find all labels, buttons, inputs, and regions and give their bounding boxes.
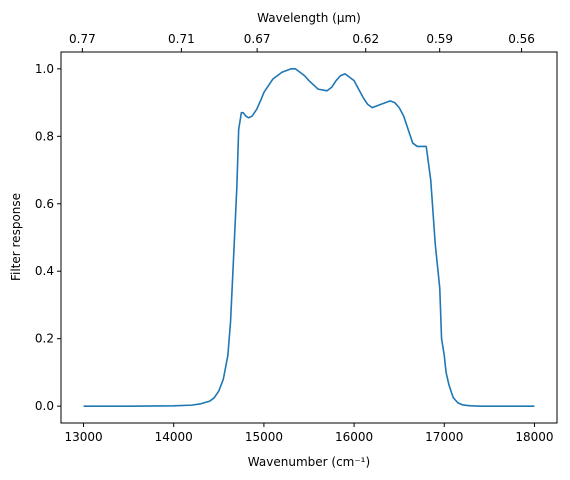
top-tick-label: 0.71	[168, 32, 195, 46]
x-axis-label: Wavenumber (cm⁻¹)	[248, 455, 370, 469]
x-tick-label: 16000	[335, 430, 373, 444]
x-tick-label: 14000	[155, 430, 193, 444]
series-line	[83, 68, 535, 407]
y-tick-label: 0.2	[35, 332, 54, 346]
top-tick-label: 0.59	[426, 32, 453, 46]
top-tick-label: 0.56	[508, 32, 535, 46]
top-x-axis: 0.77 0.71 0.67 0.62 0.59 0.56	[69, 32, 535, 52]
x-tick-label: 15000	[245, 430, 283, 444]
y-tick-label: 0.8	[35, 129, 54, 143]
y-axis-label: Filter response	[9, 193, 23, 281]
top-tick-label: 0.62	[352, 32, 379, 46]
plot-area	[83, 68, 535, 407]
y-tick-label: 0.6	[35, 197, 54, 211]
y-tick-label: 1.0	[35, 62, 54, 76]
top-x-axis-label: Wavelength (μm)	[257, 11, 361, 25]
top-tick-label: 0.67	[244, 32, 271, 46]
top-tick-label: 0.77	[69, 32, 96, 46]
bottom-x-axis: 13000 14000 15000 16000 17000 18000	[64, 423, 554, 444]
plot-frame	[60, 51, 558, 424]
y-tick-label: 0.4	[35, 264, 54, 278]
x-tick-label: 18000	[515, 430, 553, 444]
y-axis: 0.0 0.2 0.4 0.6 0.8 1.0	[35, 62, 61, 413]
y-tick-label: 0.0	[35, 399, 54, 413]
x-tick-label: 13000	[64, 430, 102, 444]
x-tick-label: 17000	[425, 430, 463, 444]
